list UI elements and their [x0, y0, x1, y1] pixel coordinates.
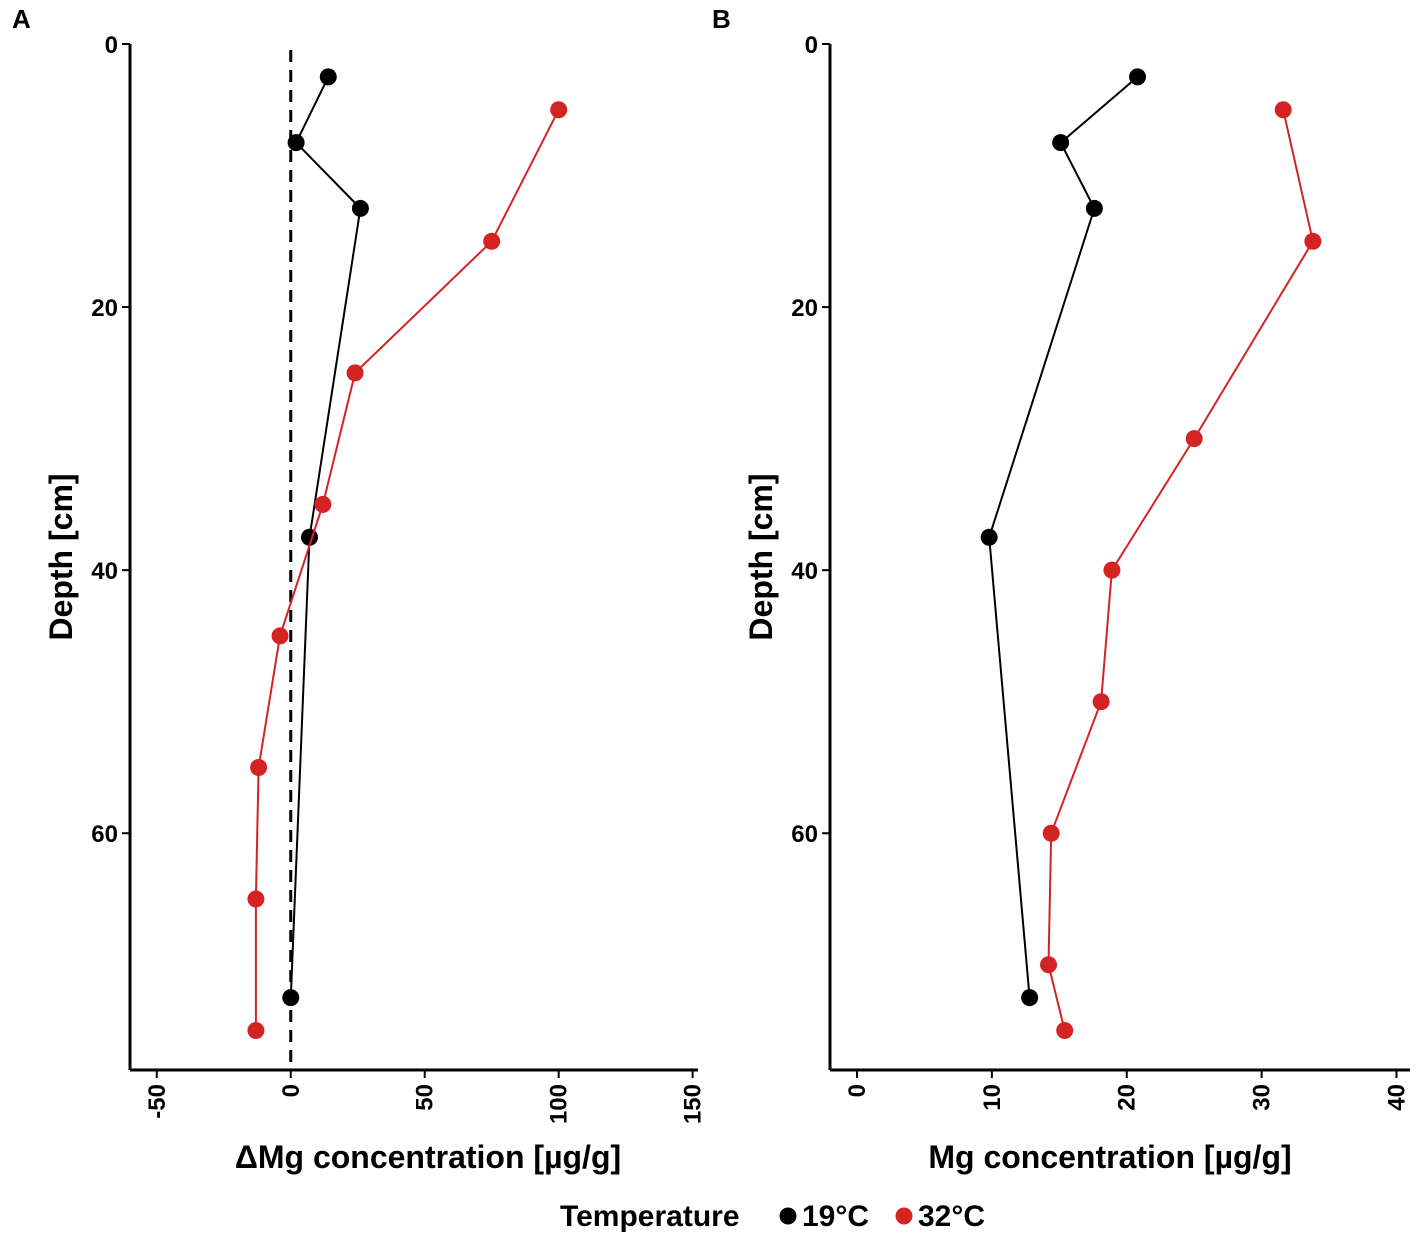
data-point-32c	[1092, 693, 1110, 711]
data-point-32c	[1103, 561, 1121, 579]
data-point-32c	[314, 495, 332, 513]
data-point-19c	[1021, 989, 1039, 1007]
data-point-19c	[1129, 68, 1147, 86]
y-tick-label: 40	[791, 558, 818, 585]
x-tick-label: 0	[844, 1084, 871, 1097]
data-point-19c	[319, 68, 337, 86]
x-tick-label: 0	[278, 1084, 305, 1097]
y-tick-label: 60	[91, 821, 118, 848]
y-tick-label: 40	[91, 558, 118, 585]
data-point-32c	[1185, 430, 1203, 448]
data-point-32c	[271, 627, 289, 645]
x-axis-title: Mg concentration [µg/g]	[928, 1139, 1291, 1175]
y-tick-label: 20	[91, 295, 118, 322]
data-point-32c	[247, 890, 265, 908]
panel-a: A 0 20 40 60 -50 0 50 100 150 ΔMg concentration [µ…	[12, 4, 707, 1175]
legend-label-32c: 32°C	[918, 1200, 985, 1233]
data-point-32c	[1274, 101, 1292, 119]
data-point-32c	[483, 232, 501, 250]
legend-swatch-32c	[895, 1207, 913, 1225]
data-point-19c	[1052, 134, 1070, 152]
x-tick-label: 100	[546, 1084, 573, 1124]
data-point-32c	[1056, 1022, 1074, 1040]
y-axis-title: Depth [cm]	[743, 473, 779, 640]
data-point-19c	[287, 134, 305, 152]
y-tick-label: 60	[791, 821, 818, 848]
x-tick-label: 40	[1384, 1084, 1411, 1111]
x-tick-label: 20	[1114, 1084, 1141, 1111]
data-point-32c	[250, 758, 268, 776]
data-point-32c	[1042, 824, 1060, 842]
data-point-32c	[1040, 956, 1058, 974]
y-tick-label: 20	[791, 295, 818, 322]
data-point-32c	[550, 101, 568, 119]
y-tick-label: 0	[805, 32, 818, 59]
x-tick-label: 150	[680, 1084, 707, 1124]
legend-label-19c: 19°C	[802, 1200, 869, 1233]
data-point-19c	[351, 199, 369, 217]
panel-label: B	[712, 4, 731, 34]
x-tick-label: 10	[979, 1084, 1006, 1111]
series-line-32c	[1047, 109, 1314, 1031]
data-point-32c	[247, 1022, 265, 1040]
series-line-19c	[988, 76, 1139, 998]
x-tick-label: 50	[412, 1084, 439, 1111]
legend-swatch-19c	[779, 1207, 797, 1225]
x-tick-label: 30	[1249, 1084, 1276, 1111]
data-point-32c	[346, 364, 364, 382]
data-point-19c	[980, 528, 998, 546]
y-tick-label: 0	[105, 32, 118, 59]
panel-b: B 0 20 40 60 0 10 20 30 40 Mg concentration [µg/g]…	[712, 4, 1411, 1175]
legend-title: Temperature	[560, 1200, 740, 1233]
y-axis-title: Depth [cm]	[43, 473, 79, 640]
data-point-19c	[1085, 199, 1103, 217]
data-point-19c	[282, 989, 300, 1007]
data-point-32c	[1304, 232, 1322, 250]
panel-label: A	[12, 4, 31, 34]
legend: Temperature 19°C 32°C	[560, 1200, 985, 1233]
x-tick-label: -50	[144, 1084, 171, 1119]
series-line-32c	[254, 109, 560, 1031]
x-axis-title: ΔMg concentration [µg/g]	[235, 1139, 621, 1175]
